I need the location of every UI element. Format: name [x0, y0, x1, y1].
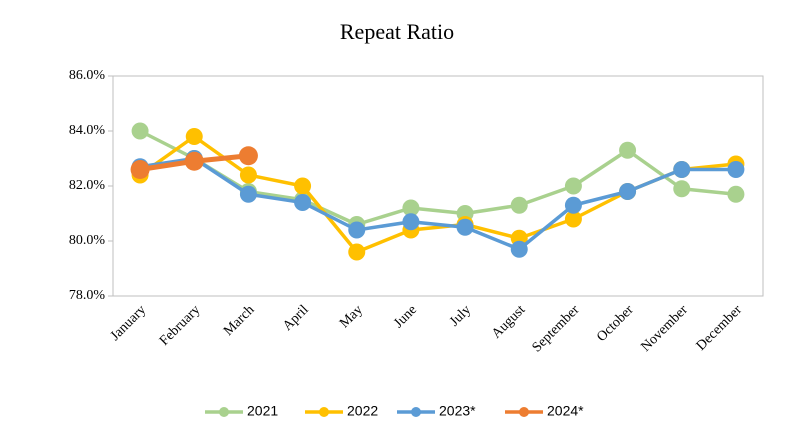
marker — [402, 199, 420, 217]
plot-area — [112, 75, 764, 297]
marker — [294, 194, 312, 211]
marker — [727, 185, 745, 203]
marker — [239, 185, 257, 203]
chart-title: Repeat Ratio — [340, 19, 454, 44]
marker — [239, 166, 257, 184]
marker — [619, 141, 637, 159]
legend-label: 2021 — [247, 403, 278, 419]
x-tick-label: July — [447, 302, 474, 329]
y-tick-label: 78.0% — [69, 288, 106, 303]
marker — [130, 160, 150, 179]
marker — [727, 161, 745, 178]
marker — [456, 218, 474, 236]
series-line — [139, 134, 737, 254]
legend-marker — [411, 407, 421, 417]
legend-marker — [219, 407, 229, 417]
x-tick-label: October — [594, 302, 637, 345]
legend-label: 2023* — [439, 403, 476, 419]
marker — [348, 221, 366, 239]
marker — [185, 128, 203, 145]
x-tick-label: December — [694, 302, 746, 354]
x-tick-label: February — [157, 302, 203, 348]
marker — [184, 151, 204, 171]
legend-marker — [319, 407, 329, 417]
y-tick-label: 82.0% — [69, 178, 106, 193]
marker — [348, 243, 366, 261]
x-tick-label: January — [108, 302, 149, 343]
legend-label: 2022 — [347, 403, 378, 419]
x-tick-label: June — [391, 302, 420, 331]
y-tick-label: 80.0% — [69, 233, 106, 248]
marker — [564, 196, 582, 214]
x-tick-label: August — [489, 302, 528, 341]
series-line — [139, 129, 737, 227]
series-line — [139, 156, 736, 251]
series — [131, 128, 745, 261]
marker — [294, 177, 312, 195]
x-tick-label: September — [530, 302, 583, 355]
y-tick-label: 86.0% — [69, 68, 106, 83]
legend-label: 2024* — [547, 403, 584, 419]
series — [130, 146, 258, 179]
x-tick-label: March — [221, 302, 257, 338]
marker — [510, 240, 528, 258]
x-tick-label: November — [638, 302, 691, 355]
x-tick-label: April — [280, 302, 312, 334]
marker — [131, 122, 149, 140]
marker — [564, 210, 582, 228]
marker — [619, 183, 637, 200]
y-tick-label: 84.0% — [69, 123, 106, 138]
marker — [673, 180, 691, 198]
marker — [238, 146, 258, 166]
x-tick-label: May — [337, 302, 366, 331]
marker — [402, 213, 420, 231]
legend-marker — [519, 407, 529, 417]
marker — [510, 196, 528, 214]
marker — [564, 177, 582, 195]
marker — [673, 161, 691, 178]
